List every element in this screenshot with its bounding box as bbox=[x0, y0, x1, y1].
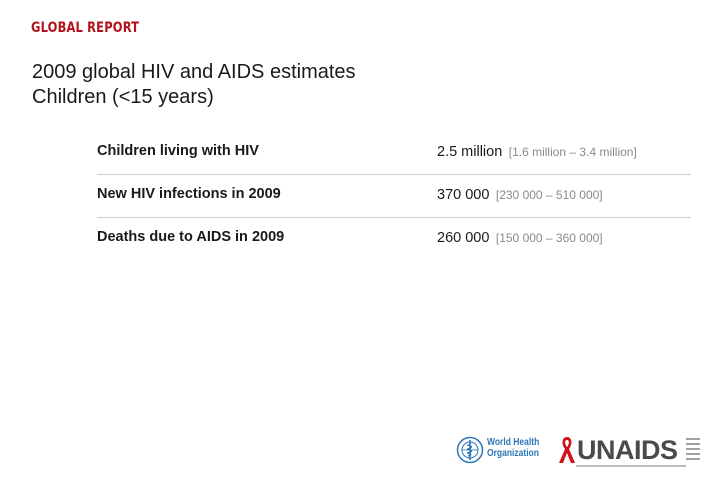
unaids-tagline bbox=[576, 465, 686, 467]
report-label: GLOBAL REPORT bbox=[31, 20, 140, 36]
estimates-table: Children living with HIV 2.5 million [1.… bbox=[97, 132, 691, 260]
estimate-range: [150 000 – 360 000] bbox=[495, 231, 603, 245]
estimate-label: New HIV infections in 2009 bbox=[97, 186, 281, 202]
estimate-value-cell: 2.5 million [1.6 million – 3.4 million] bbox=[437, 143, 637, 161]
estimate-range: [1.6 million – 3.4 million] bbox=[508, 145, 637, 159]
estimate-value: 260 000 bbox=[437, 230, 490, 246]
estimate-row: Deaths due to AIDS in 2009 260 000 [150 … bbox=[97, 218, 691, 260]
page-title: 2009 global HIV and AIDS estimates Child… bbox=[32, 60, 356, 110]
estimate-row: New HIV infections in 2009 370 000 [230 … bbox=[97, 175, 691, 218]
estimate-value-cell: 370 000 [230 000 – 510 000] bbox=[437, 186, 603, 204]
estimate-row: Children living with HIV 2.5 million [1.… bbox=[97, 132, 691, 175]
unaids-side-text bbox=[686, 438, 700, 463]
estimate-value: 370 000 bbox=[437, 187, 490, 203]
estimate-label: Deaths due to AIDS in 2009 bbox=[97, 229, 285, 245]
title-line-1: 2009 global HIV and AIDS estimates bbox=[32, 61, 356, 83]
estimate-label: Children living with HIV bbox=[97, 143, 259, 159]
logo-bar: World Health Organization UNAIDS bbox=[440, 432, 710, 472]
estimate-value: 2.5 million bbox=[437, 144, 503, 160]
who-emblem-icon bbox=[456, 436, 484, 464]
unaids-wordmark: UNAIDS bbox=[577, 435, 678, 465]
who-line-2: Organization bbox=[487, 448, 539, 459]
estimate-range: [230 000 – 510 000] bbox=[495, 188, 603, 202]
who-wordmark: World Health Organization bbox=[487, 437, 539, 459]
estimate-value-cell: 260 000 [150 000 – 360 000] bbox=[437, 229, 603, 247]
red-ribbon-icon bbox=[559, 437, 575, 463]
who-line-1: World Health bbox=[487, 437, 540, 448]
title-line-2: Children (<15 years) bbox=[32, 86, 214, 108]
